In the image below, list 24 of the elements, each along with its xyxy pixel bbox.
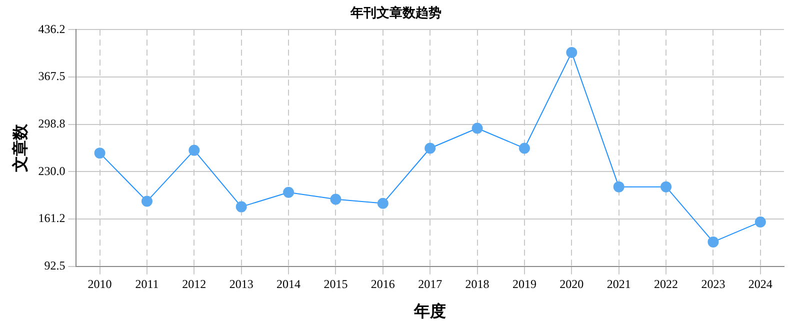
- x-tick-label: 2021: [606, 276, 631, 291]
- y-tick-label: 298.8: [38, 116, 66, 130]
- x-tick-label: 2011: [135, 276, 159, 291]
- y-tick-label: 367.5: [38, 69, 66, 84]
- y-axis-title: 文章数: [12, 123, 30, 173]
- y-tick-label: 436.2: [38, 22, 66, 36]
- x-tick-label: 2012: [182, 276, 206, 291]
- x-tick-label: 2013: [229, 276, 254, 291]
- x-tick-label: 2022: [654, 276, 678, 291]
- x-tick-label: 2024: [748, 276, 772, 291]
- x-tick-label: 2023: [701, 276, 726, 291]
- x-tick-label: 2017: [418, 276, 442, 291]
- x-tick-label: 2020: [560, 276, 584, 291]
- x-tick-label: 2014: [276, 276, 301, 291]
- y-tick-label: 92.5: [44, 258, 66, 273]
- x-tick-label: 2010: [88, 276, 112, 291]
- y-tick-label: 230.0: [38, 164, 66, 178]
- y-tick-label: 161.2: [38, 211, 66, 226]
- x-axis-title: 年度: [413, 302, 446, 321]
- x-tick-label: 2019: [512, 276, 536, 291]
- x-tick-label: 2018: [465, 276, 490, 291]
- chart-title: 年刊文章数趋势: [350, 5, 442, 20]
- x-tick-label: 2016: [370, 276, 395, 291]
- x-tick-label: 2015: [324, 276, 348, 291]
